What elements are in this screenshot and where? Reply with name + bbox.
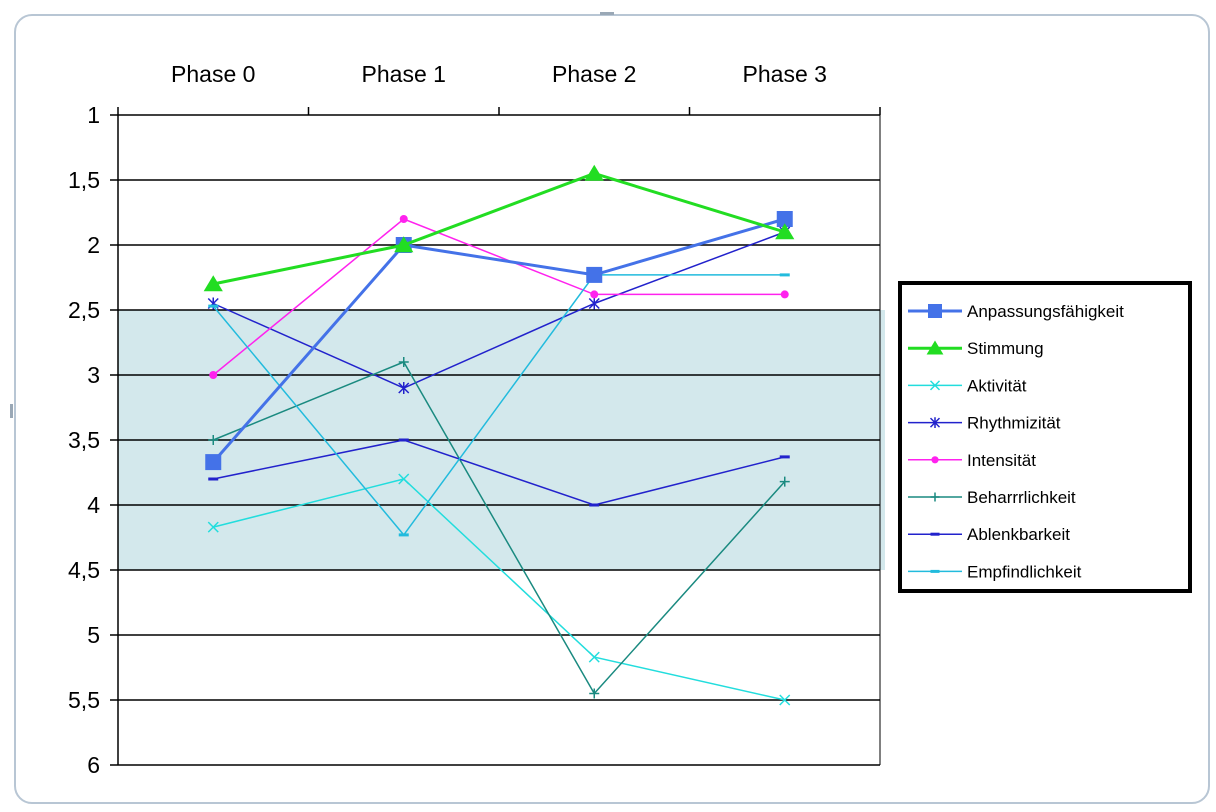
legend-box	[898, 281, 1192, 593]
data-point	[779, 273, 790, 277]
series-line	[213, 439, 785, 506]
y-tick-label: 1	[87, 102, 100, 128]
data-point	[207, 521, 219, 533]
resize-handle-top[interactable]	[600, 12, 614, 15]
y-tick-label: 4,5	[68, 557, 100, 583]
legend-item: Stimmung	[908, 339, 1044, 358]
y-tick-label: 3,5	[68, 427, 100, 453]
legend-item: Rhythmizität	[908, 414, 1061, 433]
y-tick-label: 1,5	[68, 167, 100, 193]
y-tick-label: 6	[87, 752, 100, 778]
resize-handle-left[interactable]	[10, 404, 13, 418]
y-tick-label: 3	[87, 362, 100, 388]
data-point	[203, 275, 223, 292]
data-point	[775, 223, 795, 240]
legend-marker	[930, 532, 940, 536]
data-point	[589, 688, 600, 699]
data-point	[398, 382, 410, 394]
legend-marker	[929, 417, 941, 428]
legend-item: Beharrrlichkeit	[908, 488, 1076, 507]
legend-marker	[929, 380, 941, 391]
series-line	[212, 231, 786, 389]
data-point	[588, 651, 600, 663]
legend-label: Ablenkbarkeit	[967, 525, 1070, 544]
series-2	[203, 164, 795, 292]
series-line	[213, 478, 785, 701]
axis-layer: 1 1,5 2 2,5 3 3,5 4 4,5 5 5,5 6 Phase 0 Phase 1 Phase…	[68, 61, 881, 778]
x-tick-label: Phase 0	[171, 61, 255, 87]
y-tick-label: 5,5	[68, 687, 100, 713]
y-tick-label: 2	[87, 232, 100, 258]
data-point	[208, 304, 219, 308]
gridline-layer	[118, 115, 881, 766]
data-point	[209, 371, 218, 379]
legend-label: Aktivität	[967, 376, 1027, 395]
series-3	[207, 473, 791, 706]
data-point	[208, 435, 219, 445]
data-point	[779, 694, 791, 706]
legend-marker	[931, 456, 939, 464]
data-point	[590, 290, 599, 299]
x-tick-label: Phase 2	[552, 61, 636, 87]
series-line	[212, 217, 786, 464]
data-point	[588, 297, 600, 310]
data-point	[205, 454, 222, 471]
data-point	[398, 533, 409, 537]
legend-label: Empfindlichkeit	[967, 562, 1082, 581]
series-line	[212, 218, 785, 376]
series-line	[212, 361, 786, 695]
x-tick-label: Phase 3	[743, 61, 827, 87]
legend-marker	[928, 304, 942, 318]
data-point	[779, 455, 790, 459]
series-5	[209, 215, 789, 379]
data-point	[776, 211, 793, 227]
series-layer	[203, 164, 795, 706]
legend-label: Beharrrlichkeit	[967, 488, 1076, 507]
data-point	[398, 438, 409, 442]
data-point	[779, 476, 790, 487]
series-7	[208, 438, 790, 507]
data-point	[207, 297, 219, 310]
legend-label: Intensität	[967, 451, 1036, 470]
data-point	[399, 215, 408, 223]
y-tick-label: 4	[87, 492, 100, 518]
series-6	[208, 357, 790, 699]
series-line	[212, 274, 785, 537]
legend-item: Ablenkbarkeit	[908, 525, 1070, 544]
data-point	[398, 357, 409, 367]
legend-label: Anpassungsfähigkeit	[967, 302, 1124, 321]
data-point	[586, 266, 603, 283]
legend-marker	[926, 340, 944, 355]
legend-marker	[930, 492, 940, 502]
legend-label: Rhythmizität	[967, 414, 1061, 433]
y-tick-label: 5	[87, 622, 100, 648]
data-point	[398, 473, 410, 485]
data-point	[584, 164, 604, 181]
series-1	[205, 211, 793, 471]
legend-item: Aktivität	[908, 376, 1027, 395]
series-line	[212, 171, 786, 286]
legend-item: Empfindlichkeit	[908, 562, 1082, 581]
data-point	[394, 236, 414, 253]
legend-label: Stimmung	[967, 339, 1044, 358]
data-point	[208, 477, 219, 481]
y-tick-label: 2,5	[68, 297, 100, 323]
data-point	[780, 290, 789, 299]
legend: Anpassungsfähigkeit Stimmung Aktivität Rhyt…	[898, 281, 1192, 593]
legend-item: Intensität	[908, 451, 1036, 470]
x-tick-label: Phase 1	[362, 61, 446, 87]
data-point	[589, 503, 600, 507]
legend-item: Anpassungsfähigkeit	[908, 302, 1124, 321]
legend-marker	[930, 569, 940, 573]
